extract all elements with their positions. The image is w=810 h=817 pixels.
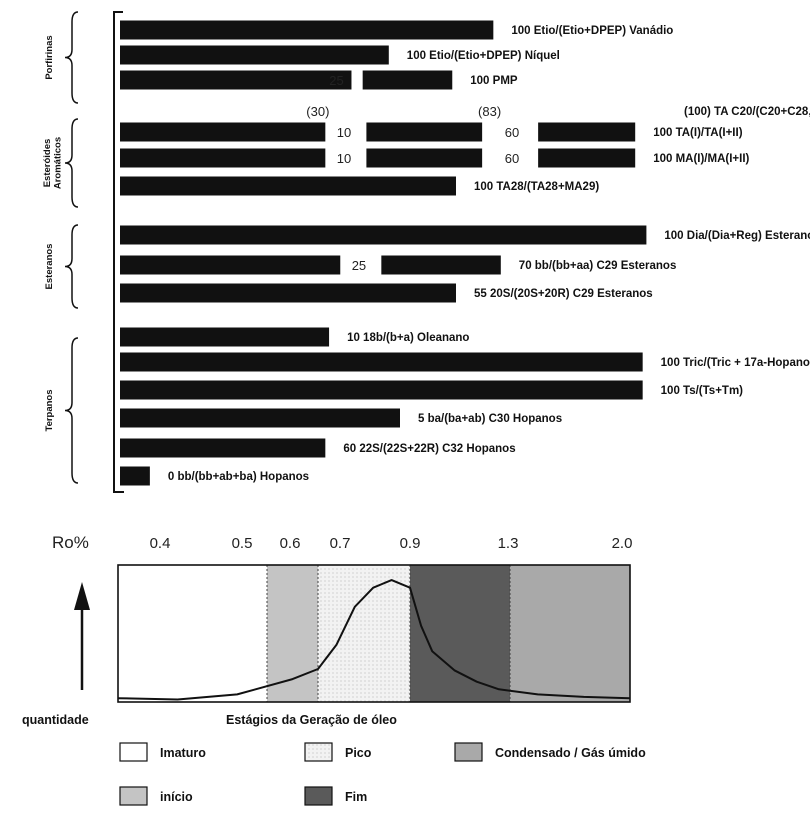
bar-segment [120, 408, 400, 428]
bar-tick-label: 60 [505, 151, 519, 166]
bar-row-label: 100 Tric/(Tric + 17a-Hopanos) [661, 357, 810, 369]
zone-band [267, 565, 318, 702]
zone-band [510, 565, 630, 702]
group-brace [64, 224, 79, 309]
bar-segment [120, 255, 341, 275]
bar-segment [120, 225, 647, 245]
bar-row-label: 100 Etio/(Etio+DPEP) Vanádio [511, 25, 673, 37]
plot-frame [117, 564, 631, 703]
bar-tick-label: (30) [306, 104, 329, 119]
bar-segment [120, 466, 150, 486]
group-label: Porfirinas [44, 35, 55, 79]
bar-row-label: 100 TA(I)/TA(I+II) [653, 127, 743, 139]
group-label: EsteróidesAromáticos [42, 137, 63, 189]
bar-segment [538, 122, 636, 142]
generation-curve [117, 579, 631, 701]
group-label: Terpanos [44, 389, 55, 431]
group-brace [64, 11, 79, 104]
axis-frame [113, 11, 124, 493]
bar-row-label: 70 bb/(bb+aa) C29 Esteranos [519, 260, 677, 272]
bar-tick-label: 10 [337, 151, 351, 166]
ro-tick-label: 0.7 [330, 535, 351, 552]
quantity-arrow-head [74, 582, 90, 610]
bar-row-label: 100 Dia/(Dia+Reg) Esteranos [664, 230, 810, 242]
group-label: Esteranos [44, 244, 55, 290]
bar-tick-label: 25 [329, 73, 343, 88]
legend-swatch [119, 786, 148, 806]
bar-row-label: (100) TA C20/(C20+C28, 20R) [684, 106, 810, 118]
bar-row-label: 100 PMP [470, 75, 518, 87]
bar-segment [120, 148, 326, 168]
bar-segment [120, 176, 456, 196]
legend-swatch [454, 742, 483, 762]
bar-row-label: 10 18b/(b+a) Oleanano [347, 332, 469, 344]
ro-tick-label: 0.5 [232, 535, 253, 552]
x-axis-label: Estágios da Geração de óleo [226, 713, 397, 727]
ro-axis-label: Ro% [52, 533, 89, 552]
zone-band [318, 565, 410, 702]
bar-segment [120, 283, 456, 303]
bar-segment [120, 20, 494, 40]
group-brace [64, 337, 79, 484]
oil-generation-chart: 0.4 0.5 0.6 0.7 0.9 1.3 2.0 Ro% quantidade Estági… [22, 533, 632, 727]
group-brace [64, 118, 79, 208]
bar-row-label: 55 20S/(20S+20R) C29 Esteranos [474, 288, 653, 300]
legend-label: Imaturo [160, 746, 206, 760]
biomarker-bar-chart: 100 Etio/(Etio+DPEP) Vanádio 100 Etio/(Et… [42, 11, 810, 493]
bar-segment [120, 352, 643, 372]
ro-tick-label: 0.9 [400, 535, 421, 552]
ro-tick-label: 1.3 [498, 535, 519, 552]
bar-tick-label: 25 [352, 258, 366, 273]
bar-segment [120, 380, 643, 400]
bar-segment [120, 70, 352, 90]
legend-label: Fim [345, 790, 367, 804]
legend-label: Pico [345, 746, 372, 760]
y-axis-label: quantidade [22, 713, 89, 727]
bar-segment [362, 70, 453, 90]
bar-row-label: 60 22S/(22S+22R) C32 Hopanos [343, 443, 515, 455]
bar-tick-label: 60 [505, 125, 519, 140]
bar-segment [120, 327, 330, 347]
bar-tick-label: (83) [478, 104, 501, 119]
legend-swatch [304, 742, 333, 762]
bar-segment [120, 122, 326, 142]
bar-segment [120, 438, 326, 458]
zone-band [410, 565, 510, 702]
ro-tick-label: 0.6 [280, 535, 301, 552]
legend: Imaturo Pico Condensado / Gás úmido início F… [119, 742, 646, 806]
bar-segment [366, 148, 483, 168]
ro-tick-label: 2.0 [612, 535, 633, 552]
legend-label: Condensado / Gás úmido [495, 746, 646, 760]
bar-row-label: 100 MA(I)/MA(I+II) [653, 153, 749, 165]
zone-band [118, 565, 267, 702]
bar-segment [538, 148, 636, 168]
legend-swatch [119, 742, 148, 762]
bar-row-label: 5 ba/(ba+ab) C30 Hopanos [418, 413, 562, 425]
bar-tick-label: 10 [337, 125, 351, 140]
legend-swatch [304, 786, 333, 806]
bar-segment [120, 45, 389, 65]
bar-row-label: 100 TA28/(TA28+MA29) [474, 181, 599, 193]
legend-label: início [160, 790, 193, 804]
bar-row-label: 0 bb/(bb+ab+ba) Hopanos [168, 471, 309, 483]
bar-segment [381, 255, 501, 275]
bar-row-label: 100 Ts/(Ts+Tm) [661, 385, 744, 397]
bar-row-label: 100 Etio/(Etio+DPEP) Níquel [407, 50, 560, 62]
bar-segment [366, 122, 483, 142]
ro-tick-label: 0.4 [150, 535, 171, 552]
